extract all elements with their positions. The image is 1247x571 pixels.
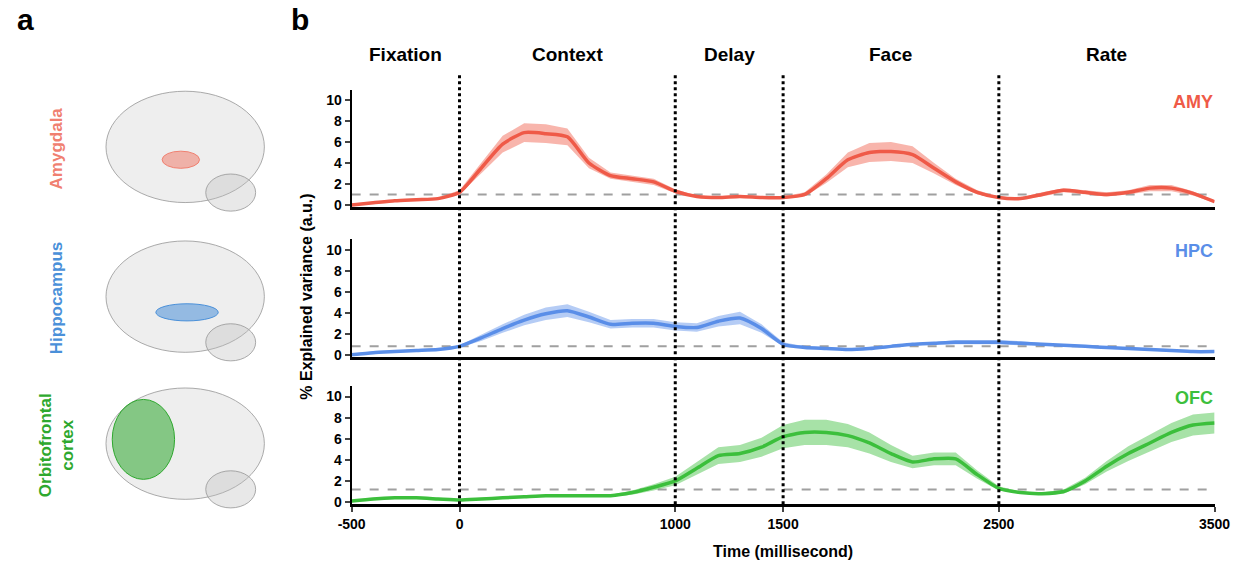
svg-text:2500: 2500 [983, 516, 1014, 532]
svg-text:6: 6 [334, 431, 342, 447]
svg-text:AMY: AMY [1173, 92, 1213, 112]
svg-text:Time (millisecond): Time (millisecond) [713, 543, 853, 560]
svg-text:Fixation: Fixation [369, 44, 442, 65]
svg-text:0: 0 [334, 197, 342, 213]
svg-text:4: 4 [334, 452, 342, 468]
svg-text:b: b [291, 3, 309, 36]
svg-text:Hippocampus: Hippocampus [47, 242, 66, 354]
svg-text:a: a [17, 3, 34, 36]
svg-text:Orbitofrontalcortex: Orbitofrontalcortex [36, 393, 77, 497]
svg-text:% Explained variance (a.u.): % Explained variance (a.u.) [298, 193, 315, 399]
svg-text:1500: 1500 [768, 516, 799, 532]
svg-text:OFC: OFC [1175, 388, 1213, 408]
svg-text:0: 0 [334, 494, 342, 510]
svg-text:-500: -500 [338, 516, 366, 532]
svg-text:HPC: HPC [1175, 241, 1213, 261]
svg-text:Amygdala: Amygdala [47, 108, 66, 190]
svg-text:2: 2 [334, 473, 342, 489]
svg-text:3500: 3500 [1199, 516, 1230, 532]
svg-text:Context: Context [532, 44, 603, 65]
svg-text:2: 2 [334, 176, 342, 192]
svg-text:0: 0 [334, 347, 342, 363]
svg-text:6: 6 [334, 134, 342, 150]
svg-text:10: 10 [326, 388, 342, 404]
svg-text:1000: 1000 [660, 516, 691, 532]
svg-text:6: 6 [334, 284, 342, 300]
svg-text:10: 10 [326, 242, 342, 258]
svg-text:Face: Face [869, 44, 912, 65]
svg-text:2: 2 [334, 326, 342, 342]
svg-text:8: 8 [334, 263, 342, 279]
svg-text:4: 4 [334, 305, 342, 321]
svg-text:8: 8 [334, 113, 342, 129]
svg-text:4: 4 [334, 155, 342, 171]
svg-text:Delay: Delay [704, 44, 755, 65]
svg-text:Rate: Rate [1086, 44, 1127, 65]
svg-text:10: 10 [326, 92, 342, 108]
svg-text:8: 8 [334, 410, 342, 426]
svg-text:0: 0 [456, 516, 464, 532]
